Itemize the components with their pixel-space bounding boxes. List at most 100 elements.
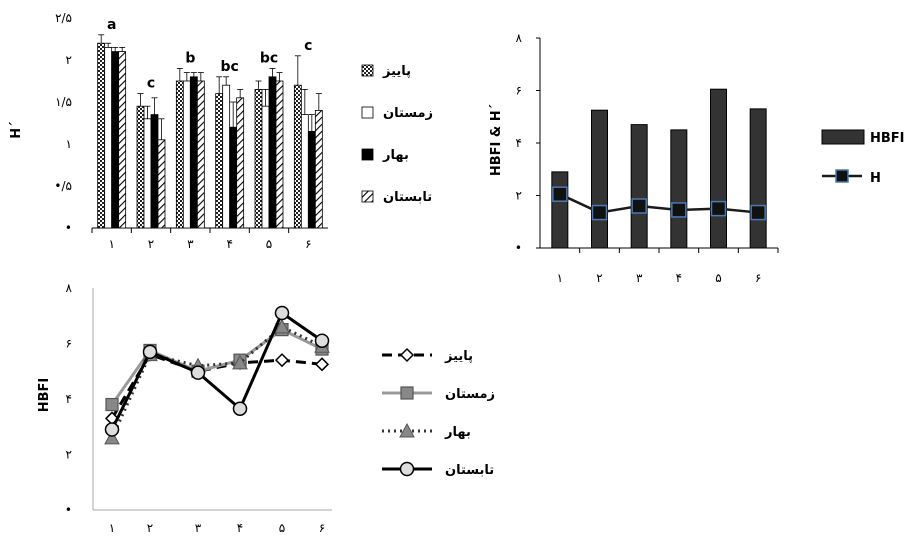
legend-label: HBFI xyxy=(870,131,905,146)
x-tick-label: ۳ xyxy=(187,237,194,251)
hbfi-bar xyxy=(670,129,688,249)
chart-a-ylabel: H´ xyxy=(9,121,24,138)
y-tick-label: ۱ xyxy=(66,137,72,151)
legend-label: بهار xyxy=(444,425,471,440)
bar xyxy=(215,93,224,229)
bar xyxy=(136,105,145,229)
x-tick-label: ۱ xyxy=(108,237,114,251)
legend-label: تابستان xyxy=(445,463,494,478)
x-tick-label: ۳ xyxy=(636,271,643,285)
bar xyxy=(275,80,284,229)
y-tick-label: ۲ xyxy=(66,448,72,462)
legend-marker xyxy=(399,461,415,477)
series-point-marker xyxy=(274,353,290,368)
hbfi-bar xyxy=(551,171,569,249)
series-point-marker xyxy=(190,365,206,380)
hbfi-bar xyxy=(591,109,608,249)
chart-b-ylabel: HBFI & H´ xyxy=(489,104,504,176)
series-point-marker xyxy=(314,333,330,348)
legend-swatch xyxy=(361,106,374,119)
bar xyxy=(157,139,166,229)
hbfi-bar xyxy=(710,88,727,249)
bar xyxy=(268,76,277,229)
legend-label: تابستان xyxy=(383,190,432,205)
bar xyxy=(189,76,198,229)
x-tick-label: ۶ xyxy=(319,521,325,535)
x-tick-label: ۱ xyxy=(109,521,115,535)
bar xyxy=(196,80,205,229)
x-tick-label: ۲ xyxy=(147,521,153,535)
x-tick-label: ۵ xyxy=(715,271,721,285)
group-letter: c xyxy=(147,76,155,92)
legend-label: H xyxy=(870,171,881,186)
hbfi-bar xyxy=(630,124,648,249)
bar xyxy=(175,80,184,229)
hbfi-bar xyxy=(749,108,767,249)
y-tick-label: • xyxy=(65,503,72,517)
legend-swatch-h-marker xyxy=(835,169,849,183)
y-tick-label: • xyxy=(515,241,522,255)
bar xyxy=(300,114,309,229)
legend-label: بهار xyxy=(382,148,409,163)
series-line xyxy=(110,325,323,439)
bar xyxy=(254,89,263,229)
legend-marker xyxy=(400,386,414,400)
legend-swatch xyxy=(361,190,374,203)
bar xyxy=(104,47,113,229)
hbfi-h-combo-chart: HBFI & H´ • ۲ ۴ ۶ ۸ ۱ ۲ ۳ ۴ ۵ ۶ HBFI H xyxy=(489,31,905,285)
chart-a-x-ticks: ۱ ۲ ۳ ۴ ۵ ۶ xyxy=(91,228,312,251)
legend-swatch xyxy=(361,148,374,161)
bar xyxy=(111,51,120,229)
seasonal-diversity-bar-chart: H´ • •/۵ ۱ ۱/۵ ۲ ۲/۵ ۱ ۲ ۳ ۴ ۵ ۶ a c b bc bc c پاییز زمس… xyxy=(9,11,433,251)
y-tick-label: ۱/۵ xyxy=(55,95,72,109)
chart-a-legend: پاییز زمستان بهار تابستان xyxy=(361,64,433,205)
group-letter: bc xyxy=(260,50,278,66)
x-tick-label: ۴ xyxy=(237,521,243,535)
bar xyxy=(150,114,159,229)
x-tick-label: ۶ xyxy=(755,271,761,285)
bar xyxy=(182,80,191,229)
y-tick-label: •/۵ xyxy=(54,179,72,193)
group-letter: b xyxy=(185,50,195,66)
y-tick-label: ۴ xyxy=(66,392,72,406)
series-point-marker xyxy=(232,401,248,416)
series-point-marker xyxy=(142,344,158,360)
x-tick-label: ۳ xyxy=(195,521,202,535)
group-letter: c xyxy=(304,38,312,54)
h-point-marker xyxy=(552,186,568,202)
chart-b-h-line xyxy=(552,186,766,221)
series-point-marker xyxy=(232,354,248,370)
chart-c-y-ticks: • ۲ ۴ ۶ ۸ xyxy=(65,281,332,517)
bar xyxy=(97,42,106,229)
chart-c-ylabel: HBFI xyxy=(37,378,52,413)
h-series-line xyxy=(559,193,759,214)
bar xyxy=(143,118,152,229)
h-point-marker xyxy=(631,198,647,214)
chart-b-legend: HBFI H xyxy=(821,129,905,186)
x-tick-label: ۵ xyxy=(279,521,285,535)
bar xyxy=(236,97,245,229)
h-point-marker xyxy=(710,200,727,217)
y-tick-label: ۸ xyxy=(66,281,73,295)
y-tick-label: ۶ xyxy=(66,337,72,351)
x-tick-label: ۲ xyxy=(148,237,154,251)
chart-b-x-ticks: ۱ ۲ ۳ ۴ ۵ ۶ xyxy=(557,248,779,285)
bar xyxy=(314,110,323,229)
series-point-marker xyxy=(104,422,120,437)
h-point-marker xyxy=(591,204,608,221)
x-tick-label: ۵ xyxy=(266,237,272,251)
y-tick-label: • xyxy=(65,221,72,235)
x-tick-label: ۴ xyxy=(676,271,682,285)
chart-a-group-letters: a c b bc bc c xyxy=(107,17,313,92)
seasonal-hbfi-line-chart: HBFI • ۲ ۴ ۶ ۸ ۱ ۲ ۳ ۴ ۵ ۶ پاییز زمستان بهار تابستان xyxy=(37,281,495,535)
chart-c-x-ticks: ۱ ۲ ۳ ۴ ۵ ۶ xyxy=(109,521,325,535)
h-point-marker xyxy=(750,204,766,221)
x-tick-label: ۲ xyxy=(596,271,602,285)
legend-label: پاییز xyxy=(444,349,473,364)
legend-label: زمستان xyxy=(383,106,433,121)
y-tick-label: ۲ xyxy=(516,189,522,203)
bar xyxy=(118,51,127,229)
y-tick-label: ۸ xyxy=(516,31,523,45)
bar xyxy=(293,84,302,229)
